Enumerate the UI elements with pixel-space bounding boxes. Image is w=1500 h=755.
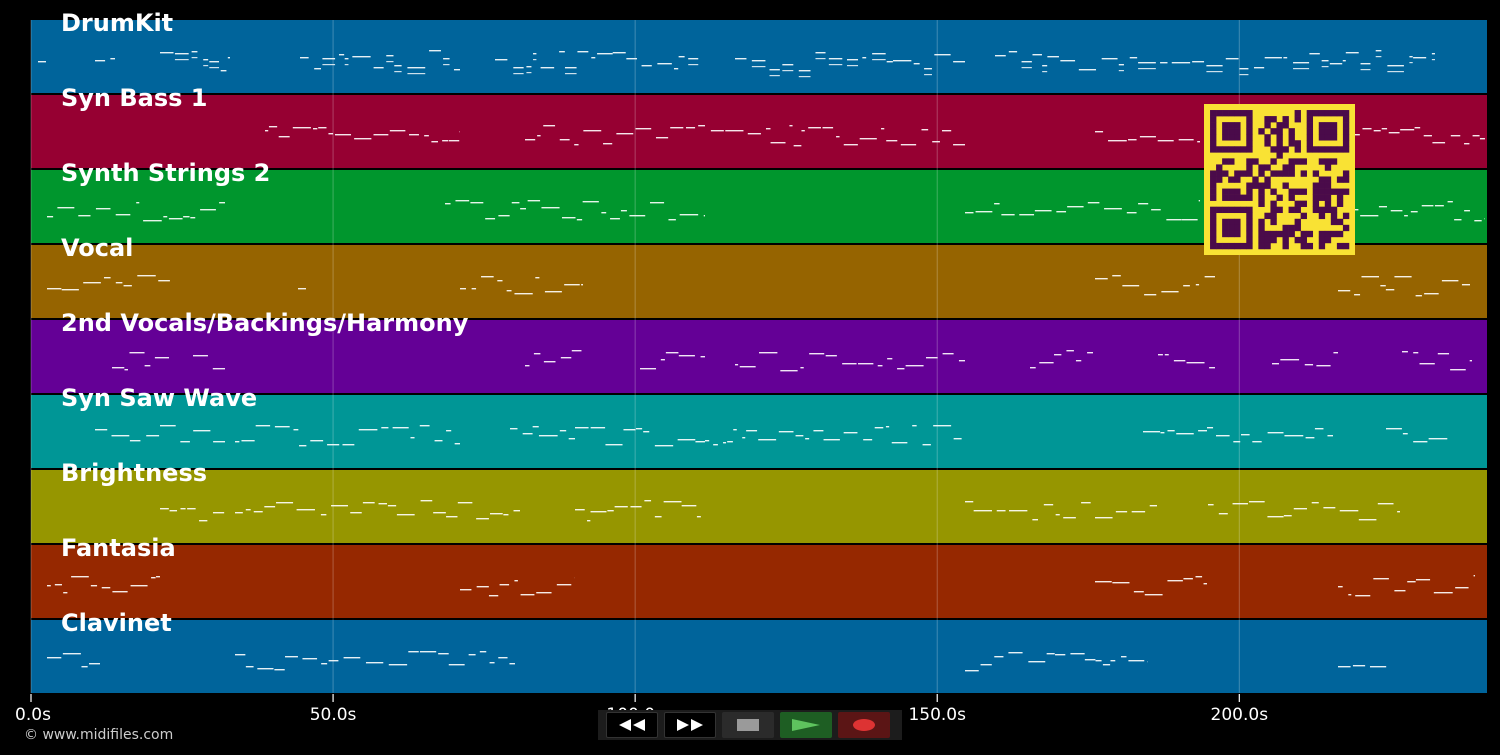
rewind-icon: [619, 719, 645, 731]
play-button[interactable]: [780, 712, 832, 738]
track-label: Syn Bass 1: [61, 84, 208, 112]
track-label: Clavinet: [61, 609, 172, 637]
time-tick-label: 150.0s: [908, 705, 966, 725]
note-group: [47, 200, 1485, 222]
copyright-text: © www.midifiles.com: [24, 727, 174, 743]
note-group: [38, 50, 1435, 78]
transport-controls: [598, 710, 902, 740]
note-group: [160, 500, 1400, 522]
note-group: [112, 350, 1472, 372]
note-group: [95, 425, 1448, 447]
fast-forward-button[interactable]: [664, 712, 716, 738]
note-group: [47, 575, 1475, 597]
track-lane[interactable]: [31, 620, 1487, 693]
track-lane[interactable]: [31, 245, 1487, 318]
fast-forward-icon: [677, 719, 703, 731]
note-group: [47, 651, 1387, 672]
play-icon: [792, 719, 820, 731]
time-tick-label: 50.0s: [309, 705, 357, 725]
track-label: Vocal: [61, 234, 134, 262]
track-label: Fantasia: [61, 534, 176, 562]
record-icon: [853, 719, 875, 731]
time-tick-label: 0.0s: [15, 705, 51, 725]
track-label: 2nd Vocals/Backings/Harmony: [61, 309, 469, 337]
track-lane[interactable]: [31, 395, 1487, 468]
note-group: [265, 125, 1485, 147]
stop-button[interactable]: [722, 712, 774, 738]
track-label: Syn Saw Wave: [61, 384, 258, 412]
track-label: DrumKit: [61, 9, 174, 37]
track-lane[interactable]: [31, 470, 1487, 543]
stop-icon: [737, 719, 759, 731]
qr-code-icon: [1204, 104, 1355, 255]
rewind-button[interactable]: [606, 712, 658, 738]
time-tick-label: 200.0s: [1210, 705, 1269, 725]
track-lane[interactable]: [31, 20, 1487, 93]
track-lane[interactable]: [31, 545, 1487, 618]
note-group: [47, 275, 1470, 297]
track-label: Brightness: [61, 459, 208, 487]
track-label: Synth Strings 2: [61, 159, 271, 187]
record-button[interactable]: [838, 712, 890, 738]
track-lane[interactable]: [31, 320, 1487, 393]
